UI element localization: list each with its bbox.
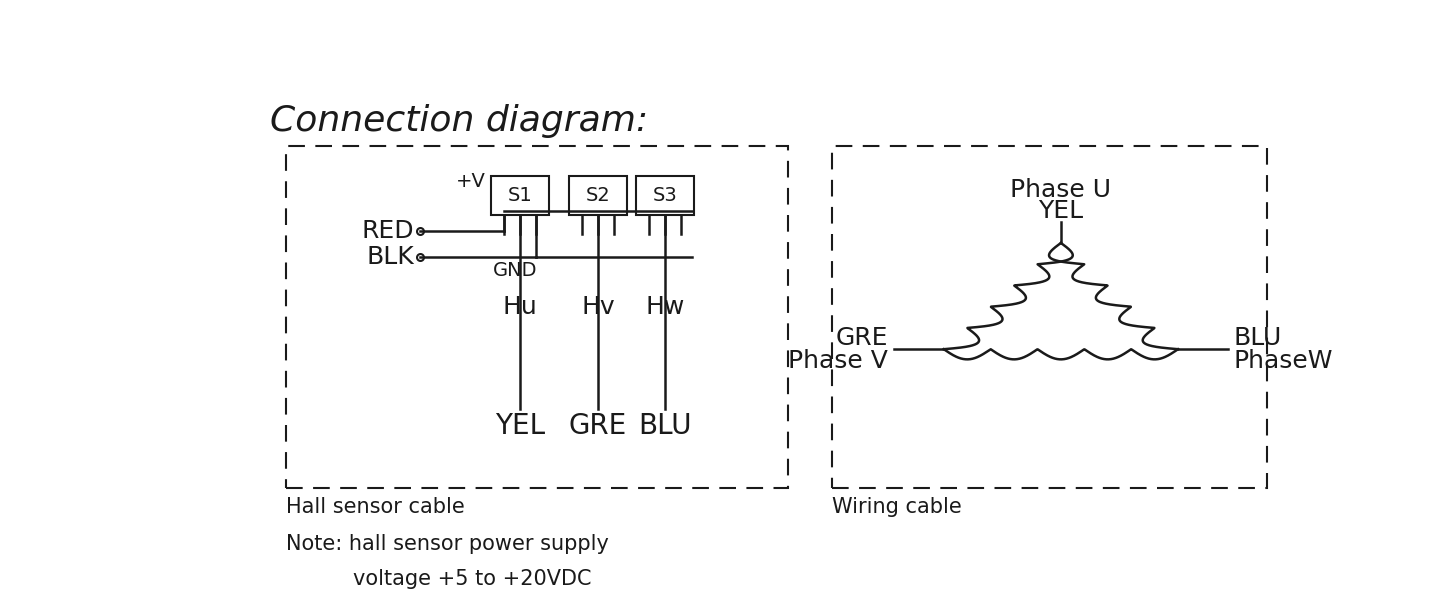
FancyBboxPatch shape bbox=[491, 176, 550, 215]
Text: PhaseW: PhaseW bbox=[1233, 349, 1334, 373]
Text: BLK: BLK bbox=[367, 245, 414, 269]
Text: S3: S3 bbox=[653, 186, 678, 205]
Text: RED: RED bbox=[361, 220, 414, 244]
FancyBboxPatch shape bbox=[568, 176, 627, 215]
Text: S2: S2 bbox=[586, 186, 610, 205]
Text: voltage +5 to +20VDC: voltage +5 to +20VDC bbox=[353, 569, 591, 589]
Text: GND: GND bbox=[494, 262, 538, 280]
FancyBboxPatch shape bbox=[636, 176, 694, 215]
Text: Phase U: Phase U bbox=[1010, 178, 1111, 202]
Text: GRE: GRE bbox=[836, 326, 888, 350]
Text: YEL: YEL bbox=[495, 412, 545, 440]
Text: Hv: Hv bbox=[581, 295, 614, 319]
Text: GRE: GRE bbox=[568, 412, 627, 440]
Text: BLU: BLU bbox=[639, 412, 692, 440]
Text: S1: S1 bbox=[508, 186, 532, 205]
Text: YEL: YEL bbox=[1039, 199, 1084, 223]
Text: +V: +V bbox=[456, 172, 485, 191]
Text: Hu: Hu bbox=[502, 295, 537, 319]
Text: Phase V: Phase V bbox=[789, 349, 888, 373]
Text: Connection diagram:: Connection diagram: bbox=[269, 104, 648, 139]
Text: Hall sensor cable: Hall sensor cable bbox=[286, 497, 465, 517]
Text: Wiring cable: Wiring cable bbox=[832, 497, 963, 517]
Text: Hw: Hw bbox=[645, 295, 685, 319]
Text: BLU: BLU bbox=[1233, 326, 1282, 350]
Text: Note: hall sensor power supply: Note: hall sensor power supply bbox=[286, 534, 609, 554]
